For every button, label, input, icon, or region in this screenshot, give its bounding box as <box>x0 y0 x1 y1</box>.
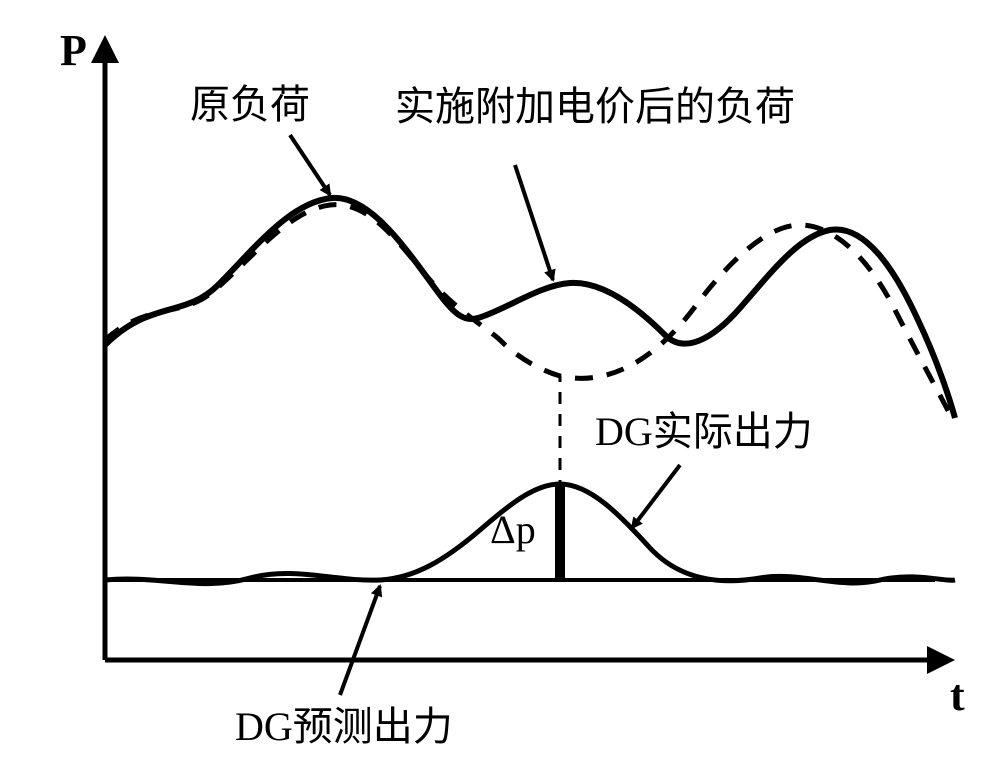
dg_actual-label: DG实际出力 <box>595 409 813 454</box>
after-price-load-curve <box>105 198 955 418</box>
diagram-root: Δp 原负荷 实施附加电价后的负荷 DG实际出力 DG预测出力 P t <box>0 0 1000 780</box>
x-axis-label: t <box>950 671 965 720</box>
diagram-svg: Δp 原负荷 实施附加电价后的负荷 DG实际出力 DG预测出力 P t <box>0 0 1000 780</box>
delta-p-marker: Δp <box>490 376 560 580</box>
after_price_load-arrow <box>515 165 553 280</box>
callouts: 原负荷 实施附加电价后的负荷 DG实际出力 DG预测出力 <box>190 82 813 749</box>
dg_predicted-label: DG预测出力 <box>235 704 453 749</box>
y-axis-label: P <box>60 26 87 75</box>
original_load-arrow <box>290 135 330 195</box>
after_price_load-label: 实施附加电价后的负荷 <box>395 84 795 129</box>
original_load-label: 原负荷 <box>190 82 310 127</box>
delta-p-label: Δp <box>490 507 536 552</box>
dg_predicted-arrow <box>340 586 380 695</box>
original-load-curve <box>105 205 953 420</box>
dg_actual-arrow <box>632 465 680 528</box>
